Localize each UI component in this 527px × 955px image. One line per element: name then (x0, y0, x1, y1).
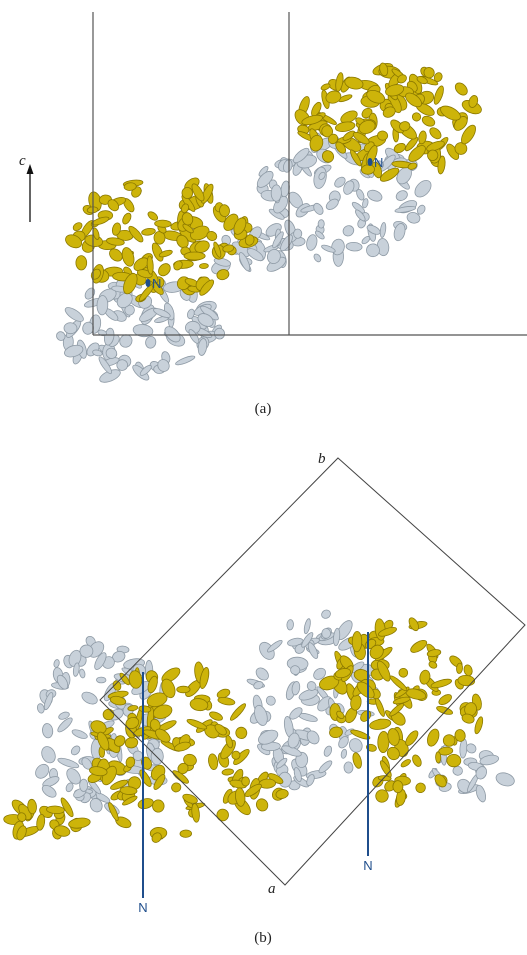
ribbon-segment (254, 665, 271, 682)
ribbon-segment (70, 744, 82, 756)
twofold-symbol (146, 279, 151, 287)
ribbon-segment (199, 263, 208, 269)
ribbon-segment (352, 631, 362, 652)
ribbon-segment (76, 256, 87, 270)
ribbon-segment (340, 749, 347, 759)
ribbon-segment (318, 220, 324, 229)
ribbon-segment (217, 809, 229, 821)
ribbon-segment (344, 762, 353, 773)
ribbon-segment (184, 252, 205, 260)
ribbon-segment (180, 830, 192, 838)
ribbon-segment (474, 784, 487, 803)
ribbon-segment (456, 663, 463, 674)
ribbon-segment (271, 185, 281, 202)
ribbon-segment (235, 726, 248, 739)
ribbon-segment (403, 729, 420, 748)
ribbon-segment (154, 220, 171, 228)
ribbon-segment (80, 779, 88, 791)
ribbon-segment (303, 618, 312, 634)
ribbon-segment (71, 728, 89, 740)
ribbon-segment (322, 628, 331, 638)
ribbon-segment (412, 177, 434, 200)
ribbon-segment (63, 305, 85, 324)
axis-label: c (19, 153, 26, 169)
ribbon-segment (341, 224, 356, 239)
axis-label: b (318, 451, 326, 467)
ribbon-segment (42, 723, 54, 739)
ribbon-segment (421, 114, 437, 128)
ribbon-segment (415, 782, 427, 794)
twofold-symbol (368, 158, 373, 166)
ribbon-segment (120, 246, 136, 267)
ribbon-segment (369, 718, 392, 731)
ribbon-segment (39, 744, 58, 765)
ribbon-segment (294, 229, 302, 238)
ribbon-segment (80, 690, 99, 707)
ribbon-segment (394, 189, 409, 203)
ribbon-segment (287, 619, 294, 630)
axis-label: a (268, 881, 276, 897)
ribbon-segment (430, 677, 452, 689)
ribbon-segment (175, 354, 196, 366)
n-label: N (363, 858, 372, 873)
ribbon-segment (436, 705, 454, 716)
ribbon-segment (313, 253, 323, 263)
ribbon-segment (428, 660, 438, 669)
ribbon-segment (397, 667, 409, 679)
ribbon-segment (152, 800, 164, 813)
ribbon-segment (254, 797, 270, 813)
ribbon-segment (453, 81, 470, 98)
ribbon-segment (207, 753, 218, 770)
caption: (b) (254, 930, 272, 946)
ribbon-segment (312, 202, 325, 217)
ribbon-segment (137, 797, 155, 810)
protein-ribbons (4, 61, 517, 844)
ribbon-segment (347, 736, 365, 754)
ribbon-segment (222, 768, 234, 775)
ribbon-segment (170, 781, 182, 793)
ribbon-segment (36, 814, 46, 831)
ribbon-segment (264, 694, 277, 707)
ribbon-segment (473, 716, 484, 735)
ribbon-segment (409, 638, 429, 655)
figure: c N N (a) b a N N (b) (0, 0, 527, 955)
ribbon-segment (177, 686, 190, 693)
ribbon-segment (96, 677, 106, 683)
ribbon-segment (435, 752, 441, 763)
ribbon-segment (400, 758, 412, 768)
ribbon-segment (393, 780, 403, 792)
ribbon-segment (121, 212, 133, 226)
n-label: N (138, 900, 147, 915)
ribbon-segment (323, 745, 333, 758)
ribbon-segment (217, 696, 235, 706)
ribbon-segment (145, 336, 157, 349)
ribbon-segment (428, 126, 443, 141)
ribbon-segment (146, 210, 159, 222)
ribbon-segment (447, 754, 461, 767)
ribbon-segment (320, 83, 331, 92)
ribbon-segment (305, 234, 318, 252)
ribbon-segment (333, 628, 341, 646)
ribbon-segment (411, 111, 423, 122)
ribbon-segment (379, 222, 386, 238)
ribbon-segment (411, 754, 423, 768)
ribbon-segment (53, 659, 60, 668)
ribbon-segment (374, 697, 386, 718)
ribbon-segment (432, 85, 445, 106)
ribbon-segment (320, 608, 332, 620)
ribbon-segment (68, 817, 91, 830)
ribbon-segment (57, 756, 80, 769)
ribbon-segment (346, 242, 363, 252)
arrow-head (27, 164, 34, 174)
ribbon-segment (463, 664, 474, 677)
caption: (a) (255, 401, 272, 417)
ribbon-segment (141, 228, 156, 236)
ribbon-segment (97, 295, 108, 315)
n-label: N (374, 155, 383, 170)
ribbon-segment (79, 669, 86, 679)
ribbon-segment (242, 777, 250, 786)
n-label: N (152, 276, 161, 291)
ribbon-segment (494, 771, 516, 789)
